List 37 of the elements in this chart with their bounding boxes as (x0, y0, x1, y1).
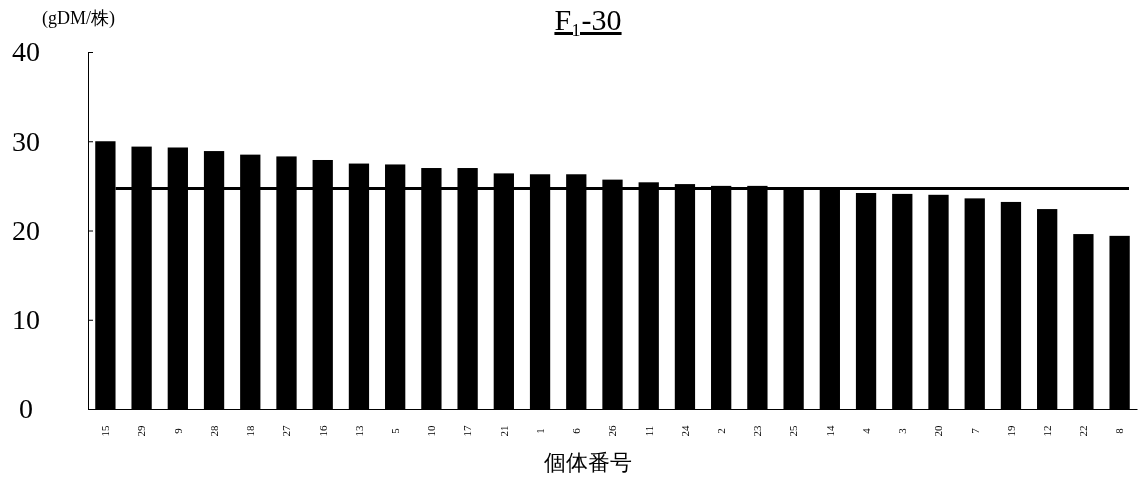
y-tick-label: 10 (12, 304, 40, 336)
x-tick-label: 29 (135, 425, 148, 437)
x-tick-label: 16 (316, 425, 329, 437)
x-tick-label: 24 (678, 425, 691, 437)
y-tick-label: 0 (19, 393, 33, 425)
x-tick-label: 23 (751, 425, 764, 437)
x-tick-label: 14 (823, 425, 836, 437)
x-tick-label: 12 (1041, 425, 1054, 437)
x-tick-label: 1 (533, 428, 546, 434)
x-tick-label: 8 (1113, 427, 1126, 434)
x-tick-label: 9 (171, 427, 184, 434)
x-tick-label: 4 (859, 427, 872, 434)
x-tick-label: 15 (99, 425, 112, 437)
x-tick-label: 2 (715, 428, 728, 434)
x-axis-title: 個体番号 (544, 450, 632, 475)
x-tick-label: 11 (642, 425, 655, 437)
x-tick-label: 6 (570, 427, 583, 434)
x-tick-label: 28 (207, 425, 220, 437)
x-tick-label: 17 (461, 425, 474, 437)
x-tick-label: 20 (932, 425, 945, 437)
x-tick-label: 10 (425, 425, 438, 437)
y-tick-label: 20 (12, 214, 40, 246)
x-tick-label: 5 (389, 427, 402, 434)
x-tick-label: 21 (497, 425, 510, 437)
x-tick-label: 27 (280, 425, 293, 437)
x-tick-label: 13 (352, 425, 365, 437)
y-axis-title: (gDM/株) (42, 8, 115, 29)
x-tick-label: 22 (1077, 425, 1090, 437)
x-tick-label: 18 (244, 425, 257, 437)
x-tick-label: 19 (1004, 425, 1017, 437)
x-tick-label: 26 (606, 425, 619, 437)
chart-title: F₁-30 (554, 3, 622, 36)
x-tick-label: 25 (787, 425, 800, 437)
y-tick-label: 40 (12, 36, 40, 68)
x-tick-label: 3 (896, 427, 909, 434)
x-tick-label: 7 (968, 427, 981, 434)
y-tick-label: 30 (12, 125, 40, 157)
